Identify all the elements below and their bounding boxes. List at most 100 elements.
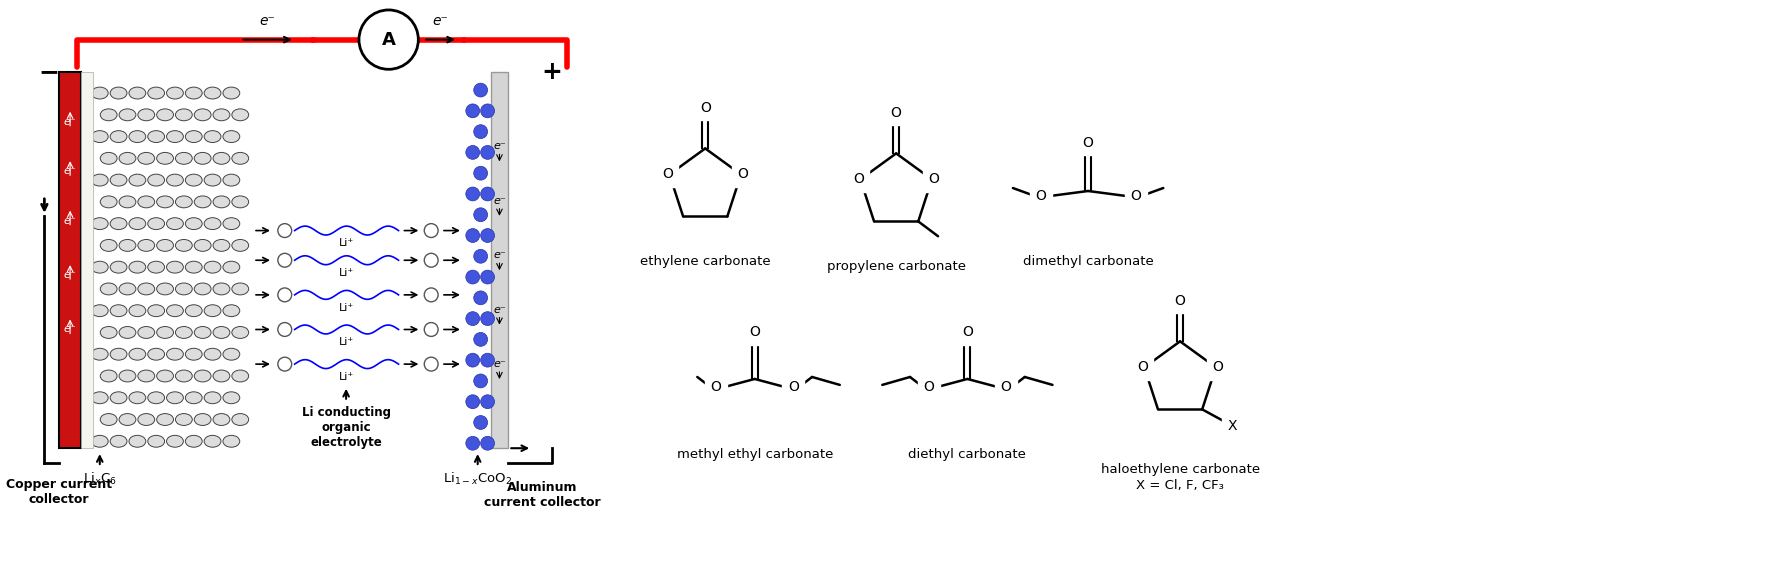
Text: X: X <box>1226 419 1235 433</box>
Ellipse shape <box>176 414 192 425</box>
Ellipse shape <box>128 261 146 273</box>
Ellipse shape <box>91 392 109 403</box>
Ellipse shape <box>157 153 173 164</box>
Circle shape <box>473 166 488 180</box>
Ellipse shape <box>167 436 183 447</box>
Circle shape <box>466 187 479 201</box>
Ellipse shape <box>167 87 183 99</box>
Ellipse shape <box>100 370 117 382</box>
Ellipse shape <box>205 436 221 447</box>
Ellipse shape <box>231 196 249 208</box>
Text: O: O <box>787 380 797 394</box>
Ellipse shape <box>222 174 240 186</box>
Ellipse shape <box>214 283 230 295</box>
Circle shape <box>466 312 479 325</box>
Ellipse shape <box>148 174 164 186</box>
Ellipse shape <box>128 174 146 186</box>
Text: O: O <box>853 172 863 186</box>
Ellipse shape <box>137 370 155 382</box>
Ellipse shape <box>222 131 240 142</box>
Circle shape <box>473 208 488 221</box>
Ellipse shape <box>148 261 164 273</box>
Text: Li⁺: Li⁺ <box>338 372 354 382</box>
Ellipse shape <box>176 370 192 382</box>
Text: O: O <box>749 325 760 340</box>
Ellipse shape <box>91 218 109 229</box>
Ellipse shape <box>214 414 230 425</box>
Circle shape <box>473 125 488 138</box>
Text: Aluminum
current collector: Aluminum current collector <box>484 481 600 509</box>
Text: e⁻: e⁻ <box>493 359 506 369</box>
Text: dimethyl carbonate: dimethyl carbonate <box>1022 255 1153 268</box>
Circle shape <box>466 395 479 408</box>
Ellipse shape <box>91 174 109 186</box>
Ellipse shape <box>128 87 146 99</box>
Ellipse shape <box>157 240 173 251</box>
Ellipse shape <box>222 392 240 403</box>
Text: ethylene carbonate: ethylene carbonate <box>639 255 771 268</box>
Ellipse shape <box>222 348 240 360</box>
Ellipse shape <box>100 327 117 338</box>
Ellipse shape <box>91 261 109 273</box>
Text: e⁻: e⁻ <box>493 196 506 206</box>
Circle shape <box>466 270 479 284</box>
Ellipse shape <box>205 392 221 403</box>
Ellipse shape <box>231 109 249 121</box>
Circle shape <box>481 436 495 450</box>
Text: Copper current
collector: Copper current collector <box>5 478 112 506</box>
Ellipse shape <box>148 436 164 447</box>
Text: Li⁺: Li⁺ <box>338 303 354 312</box>
Ellipse shape <box>100 283 117 295</box>
Ellipse shape <box>119 283 135 295</box>
Ellipse shape <box>110 131 126 142</box>
Ellipse shape <box>231 283 249 295</box>
Bar <box>80 72 93 448</box>
Text: Li⁺: Li⁺ <box>338 268 354 278</box>
Text: O: O <box>710 380 721 394</box>
Text: methyl ethyl carbonate: methyl ethyl carbonate <box>676 448 833 461</box>
Circle shape <box>466 353 479 367</box>
Text: Li$_{1-x}$CoO$_2$: Li$_{1-x}$CoO$_2$ <box>443 471 513 487</box>
Ellipse shape <box>205 305 221 316</box>
Ellipse shape <box>137 153 155 164</box>
Text: O: O <box>662 167 673 181</box>
Text: −: − <box>39 60 61 84</box>
Text: O: O <box>1212 360 1223 375</box>
Ellipse shape <box>110 87 126 99</box>
Text: O: O <box>1034 189 1045 203</box>
Text: O: O <box>1130 189 1141 203</box>
Ellipse shape <box>176 240 192 251</box>
Circle shape <box>473 332 488 346</box>
Text: haloethylene carbonate: haloethylene carbonate <box>1100 463 1258 476</box>
Bar <box>490 72 507 448</box>
Circle shape <box>473 416 488 429</box>
Text: e⁻: e⁻ <box>258 14 274 28</box>
Ellipse shape <box>194 109 212 121</box>
Ellipse shape <box>119 196 135 208</box>
Ellipse shape <box>110 261 126 273</box>
Ellipse shape <box>167 174 183 186</box>
Ellipse shape <box>119 240 135 251</box>
Ellipse shape <box>185 218 203 229</box>
Ellipse shape <box>194 327 212 338</box>
Ellipse shape <box>128 305 146 316</box>
Ellipse shape <box>176 283 192 295</box>
Circle shape <box>466 104 479 118</box>
Ellipse shape <box>100 414 117 425</box>
Ellipse shape <box>222 261 240 273</box>
Ellipse shape <box>214 240 230 251</box>
Ellipse shape <box>167 131 183 142</box>
Ellipse shape <box>231 414 249 425</box>
Ellipse shape <box>119 109 135 121</box>
Ellipse shape <box>167 218 183 229</box>
Ellipse shape <box>167 261 183 273</box>
Text: Li$_x$C$_6$: Li$_x$C$_6$ <box>84 471 116 487</box>
Ellipse shape <box>194 283 212 295</box>
Circle shape <box>278 357 292 371</box>
Ellipse shape <box>185 131 203 142</box>
Ellipse shape <box>194 370 212 382</box>
Ellipse shape <box>167 305 183 316</box>
Circle shape <box>473 83 488 97</box>
Ellipse shape <box>100 153 117 164</box>
Ellipse shape <box>185 305 203 316</box>
